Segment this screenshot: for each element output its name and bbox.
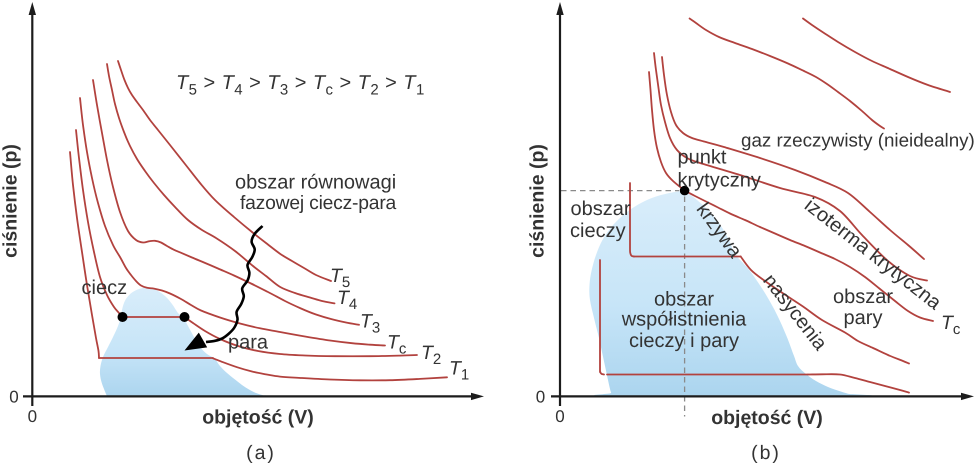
svg-text:0: 0 [536, 388, 545, 407]
svg-text:T5 > T4 > T3 > Tc > T2 > T1: T5 > T4 > T3 > Tc > T2 > T1 [176, 72, 425, 99]
svg-text:współistnienia: współistnienia [621, 309, 747, 331]
svg-text:obszar: obszar [654, 289, 714, 311]
svg-text:(a): (a) [246, 442, 276, 464]
svg-text:pary: pary [844, 307, 883, 329]
svg-text:cieczy i pary: cieczy i pary [629, 330, 739, 352]
svg-text:(b): (b) [751, 442, 781, 464]
svg-text:fazowej ciecz-para: fazowej ciecz-para [240, 193, 397, 214]
svg-text:ciśnienie (p): ciśnienie (p) [527, 144, 549, 258]
svg-text:para: para [228, 332, 269, 354]
svg-text:obszar: obszar [833, 286, 893, 308]
svg-text:obszar równowagi: obszar równowagi [235, 172, 396, 194]
svg-text:ciśnienie (p): ciśnienie (p) [0, 144, 22, 258]
svg-text:krytyczny: krytyczny [678, 170, 761, 192]
svg-text:0: 0 [28, 407, 37, 426]
svg-text:0: 0 [555, 407, 564, 426]
svg-text:objętość (V): objętość (V) [202, 407, 314, 429]
svg-text:0: 0 [9, 388, 18, 407]
svg-text:gaz rzeczywisty (nieidealny): gaz rzeczywisty (nieidealny) [741, 130, 975, 151]
svg-text:punkt: punkt [678, 147, 727, 169]
svg-text:obszar: obszar [571, 198, 631, 220]
svg-text:ciecz: ciecz [82, 277, 128, 299]
svg-text:cieczy: cieczy [570, 220, 626, 242]
svg-text:objętość (V): objętość (V) [711, 407, 823, 429]
